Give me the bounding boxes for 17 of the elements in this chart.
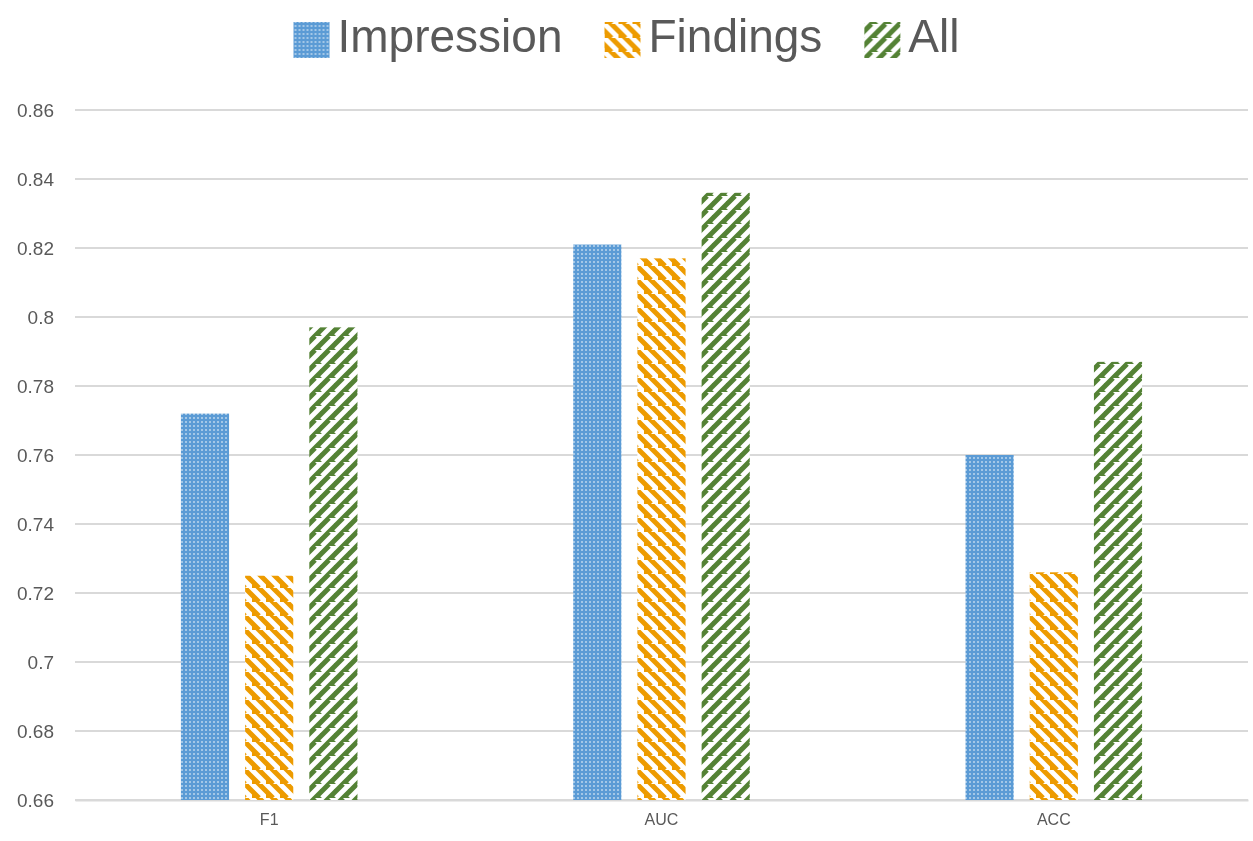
x-tick-label: ACC [1036,811,1071,829]
y-tick-label: 0.7 [27,651,54,673]
legend-label: All [908,10,960,62]
legend-label: Impression [337,10,563,62]
y-tick-label: 0.78 [17,375,54,397]
y-tick-label: 0.76 [17,444,54,466]
y-tick-label: 0.68 [17,720,54,742]
x-tick-label: F1 [259,811,279,829]
y-tick-label: 0.86 [17,99,54,121]
y-tick-label: 0.66 [17,789,54,811]
x-tick-label: AUC [644,811,679,829]
y-tick-label: 0.72 [17,582,54,604]
y-tick-label: 0.82 [17,237,54,259]
y-tick-label: 0.8 [27,306,54,328]
y-tick-label: 0.84 [17,168,55,190]
legend-label: Findings [648,10,823,62]
y-tick-label: 0.74 [17,513,55,535]
